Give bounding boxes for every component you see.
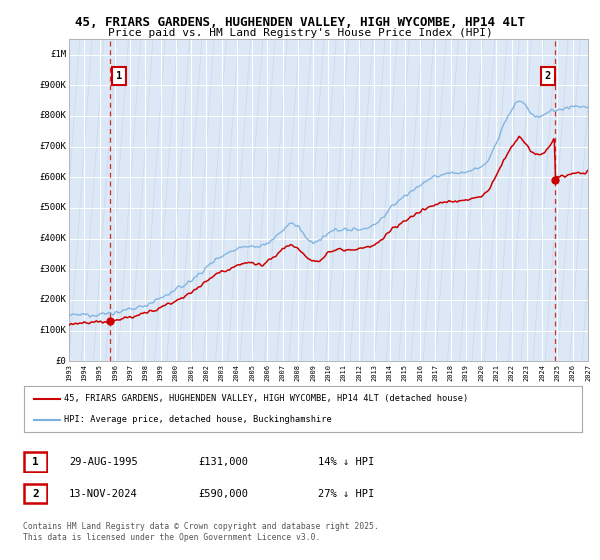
Text: 2011: 2011 [341,365,347,381]
Text: £500K: £500K [40,203,67,212]
Text: 2013: 2013 [371,365,377,381]
Text: £100K: £100K [40,326,67,335]
Text: £131,000: £131,000 [198,457,248,467]
Text: 2: 2 [545,71,551,81]
Text: 45, FRIARS GARDENS, HUGHENDEN VALLEY, HIGH WYCOMBE, HP14 4LT: 45, FRIARS GARDENS, HUGHENDEN VALLEY, HI… [75,16,525,29]
Text: Price paid vs. HM Land Registry's House Price Index (HPI): Price paid vs. HM Land Registry's House … [107,28,493,38]
Text: 2025: 2025 [554,365,560,381]
Text: 1996: 1996 [112,365,118,381]
Text: 29-AUG-1995: 29-AUG-1995 [69,457,138,467]
Text: 2008: 2008 [295,365,301,381]
Text: 1: 1 [32,457,39,467]
Text: 2007: 2007 [280,365,286,381]
Text: 2005: 2005 [249,365,255,381]
Text: 2010: 2010 [325,365,331,381]
Text: 2: 2 [32,489,39,499]
Text: £590,000: £590,000 [198,489,248,499]
Text: £1M: £1M [50,50,67,59]
Text: 2004: 2004 [234,365,240,381]
Text: 2024: 2024 [539,365,545,381]
Text: 2009: 2009 [310,365,316,381]
Text: Contains HM Land Registry data © Crown copyright and database right 2025.: Contains HM Land Registry data © Crown c… [23,522,379,531]
Text: £400K: £400K [40,234,67,243]
Text: 27% ↓ HPI: 27% ↓ HPI [318,489,374,499]
Text: 1995: 1995 [97,365,103,381]
FancyBboxPatch shape [24,484,47,503]
Text: 1993: 1993 [66,365,72,381]
Text: 2023: 2023 [524,365,530,381]
Text: 1997: 1997 [127,365,133,381]
Text: 2015: 2015 [402,365,408,381]
Text: 2001: 2001 [188,365,194,381]
Text: 2006: 2006 [265,365,271,381]
Text: 14% ↓ HPI: 14% ↓ HPI [318,457,374,467]
Text: £700K: £700K [40,142,67,151]
Text: 2021: 2021 [493,365,499,381]
FancyBboxPatch shape [24,452,47,472]
Text: £300K: £300K [40,265,67,274]
Text: 2018: 2018 [448,365,454,381]
Text: £200K: £200K [40,295,67,305]
Text: 2003: 2003 [218,365,224,381]
Text: 1999: 1999 [158,365,164,381]
Text: 13-NOV-2024: 13-NOV-2024 [69,489,138,499]
Text: This data is licensed under the Open Government Licence v3.0.: This data is licensed under the Open Gov… [23,533,320,542]
Text: 2000: 2000 [173,365,179,381]
Text: 1998: 1998 [142,365,148,381]
Text: £600K: £600K [40,172,67,181]
Text: 2027: 2027 [585,365,591,381]
Text: 2014: 2014 [386,365,392,381]
Text: 45, FRIARS GARDENS, HUGHENDEN VALLEY, HIGH WYCOMBE, HP14 4LT (detached house): 45, FRIARS GARDENS, HUGHENDEN VALLEY, HI… [64,394,469,403]
Text: 2019: 2019 [463,365,469,381]
Text: £0: £0 [56,357,67,366]
Text: 1994: 1994 [81,365,87,381]
Text: 2022: 2022 [509,365,515,381]
Text: 2026: 2026 [570,365,576,381]
Text: £800K: £800K [40,111,67,120]
Text: 1: 1 [116,71,122,81]
Text: 2002: 2002 [203,365,209,381]
Text: 2012: 2012 [356,365,362,381]
Text: HPI: Average price, detached house, Buckinghamshire: HPI: Average price, detached house, Buck… [64,416,332,424]
Text: 2016: 2016 [417,365,423,381]
Text: 2020: 2020 [478,365,484,381]
Text: £900K: £900K [40,81,67,90]
Text: 2017: 2017 [433,365,439,381]
